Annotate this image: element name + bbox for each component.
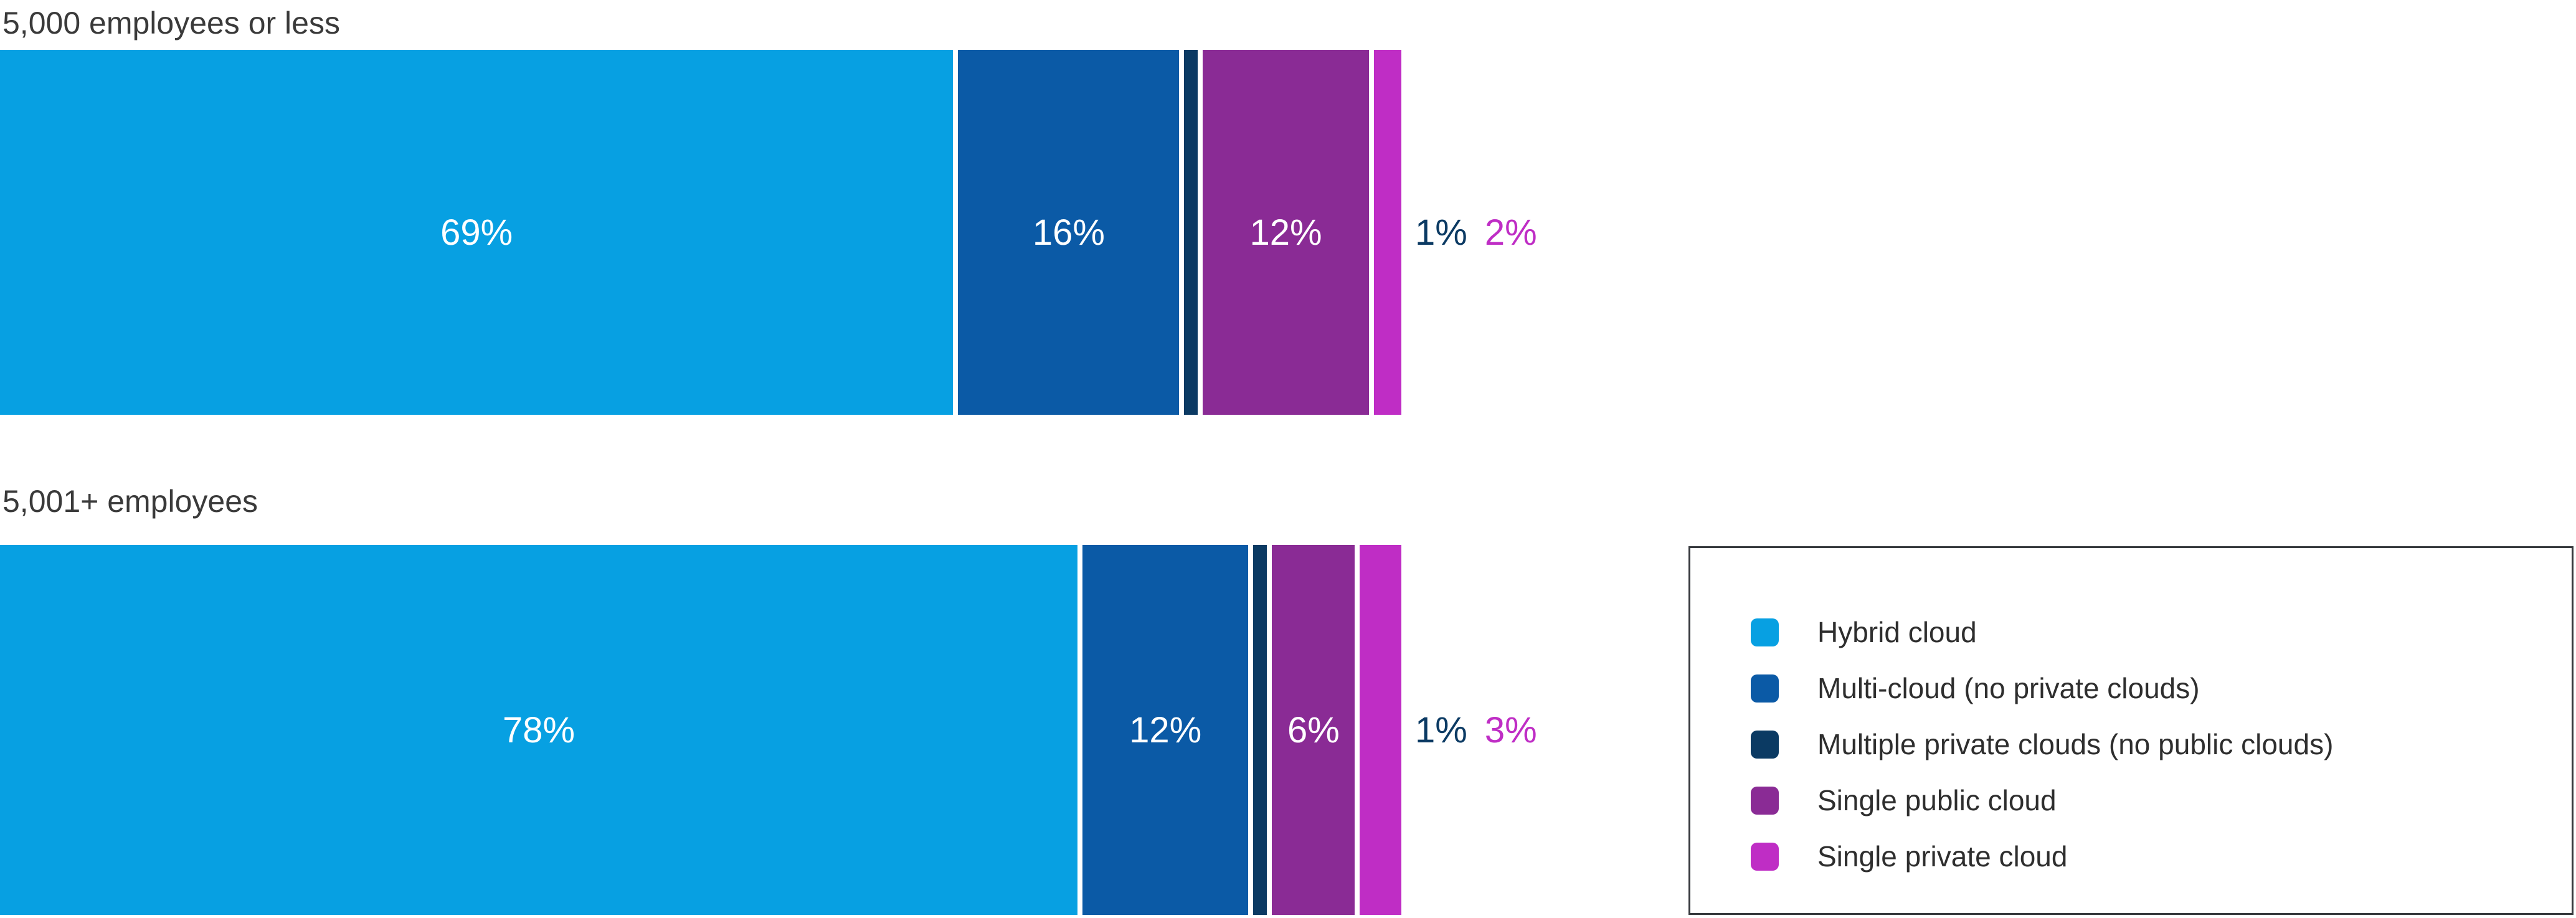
legend-item-hybrid-cloud: Hybrid cloud [1751,615,2559,649]
legend-item-multi-cloud: Multi-cloud (no private clouds) [1751,671,2559,705]
outside-label-multiple-private-clouds: 1% [1415,212,1467,253]
bar-segment-single-private-cloud [1373,50,1401,415]
stacked-bar-small-companies: 69% 16% 12% [0,50,1401,415]
bar-segment-single-public-cloud: 12% [1203,50,1369,415]
bar-segment-multiple-private-clouds [1184,50,1198,415]
bar-category-label-small-companies: 5,000 employees or less [2,6,340,40]
bar-segment-single-private-cloud [1360,545,1402,915]
outside-label-multiple-private-clouds: 1% [1415,709,1467,750]
segment-value-label: 12% [1249,212,1322,253]
hybrid-cloud-swatch-icon [1751,618,1779,646]
outside-label-single-private-cloud: 2% [1484,212,1537,253]
bar-segment-hybrid-cloud: 78% [0,545,1078,915]
legend-label: Single private cloud [1817,840,2068,873]
legend-label: Single public cloud [1817,784,2057,816]
bar-category-label-large-companies: 5,001+ employees [2,484,258,519]
segment-value-label: 6% [1287,709,1340,750]
bar-segment-multi-cloud: 12% [1082,545,1249,915]
multi-cloud-swatch-icon [1751,674,1779,703]
outside-value-labels: 1% 3% [1401,545,1537,915]
stacked-bar-large-companies: 78% 12% 6% [0,545,1402,915]
legend-label: Multi-cloud (no private clouds) [1817,672,2200,704]
legend-label: Multiple private clouds (no public cloud… [1817,728,2334,760]
single-private-cloud-swatch-icon [1751,842,1779,871]
legend: Hybrid cloud Multi-cloud (no private clo… [1688,546,2574,915]
bar-segment-single-public-cloud: 6% [1272,545,1355,915]
legend-item-single-private-cloud: Single private cloud [1751,840,2559,873]
bar-segment-hybrid-cloud: 69% [0,50,954,415]
segment-value-label: 78% [502,709,575,750]
outside-label-single-private-cloud: 3% [1484,709,1537,750]
legend-item-multiple-private-clouds: Multiple private clouds (no public cloud… [1751,727,2559,761]
single-public-cloud-swatch-icon [1751,786,1779,815]
legend-label: Hybrid cloud [1817,616,1977,648]
bar-segment-multi-cloud: 16% [958,50,1180,415]
legend-item-single-public-cloud: Single public cloud [1751,783,2559,817]
segment-value-label: 69% [440,212,513,253]
segment-value-label: 16% [1032,212,1105,253]
multiple-private-clouds-swatch-icon [1751,730,1779,759]
segment-value-label: 12% [1129,709,1202,750]
bar-segment-multiple-private-clouds [1253,545,1267,915]
outside-value-labels: 1% 2% [1401,50,1537,415]
